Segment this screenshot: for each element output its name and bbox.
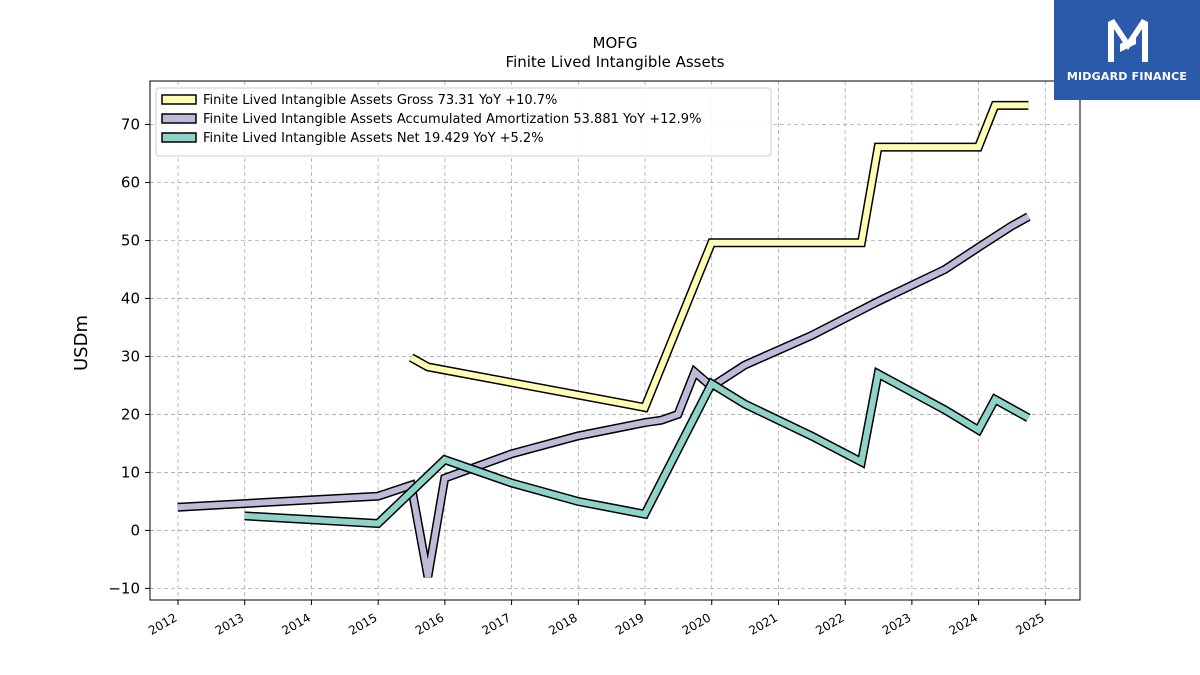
legend-swatch <box>161 132 197 143</box>
y-axis: −10 0 10 20 30 40 50 60 70 <box>108 115 150 597</box>
x-tick-label: 2014 <box>279 610 312 637</box>
series-line <box>244 369 1030 527</box>
x-axis: 2012 2013 2014 2015 2016 2017 2018 2019 2020 2021… <box>146 600 1047 638</box>
logo-text: MIDGARD FINANCE <box>1066 70 1188 83</box>
x-tick-label: 2025 <box>1013 610 1046 637</box>
x-tick-label: 2018 <box>546 610 579 637</box>
x-tick-label: 2020 <box>680 610 713 637</box>
x-tick-label: 2017 <box>480 610 513 637</box>
series-line <box>409 102 1029 411</box>
x-tick-label: 2021 <box>746 610 779 637</box>
x-tick-label: 2022 <box>813 610 846 637</box>
series-1 <box>408 100 1029 413</box>
grid <box>150 81 1080 600</box>
series-3 <box>244 366 1031 529</box>
y-tick-label: 70 <box>121 115 140 133</box>
logo-mark-icon <box>1108 19 1148 62</box>
y-tick-label: 0 <box>130 521 140 539</box>
legend: Finite Lived Intangible Assets Gross 73.… <box>155 87 772 157</box>
x-tick-label: 2019 <box>613 610 646 637</box>
x-tick-label: 2015 <box>346 610 379 637</box>
chart-subtitle: Finite Lived Intangible Assets <box>506 53 725 71</box>
x-tick-label: 2016 <box>413 610 446 637</box>
x-tick-label: 2013 <box>213 610 246 637</box>
series-2 <box>177 212 1031 578</box>
chart-title: MOFG <box>593 34 638 52</box>
legend-label: Finite Lived Intangible Assets Accumulat… <box>203 112 701 127</box>
series-lines <box>177 100 1031 578</box>
legend-swatch <box>161 94 197 105</box>
y-axis-label: USDm <box>71 315 92 371</box>
legend-label: Finite Lived Intangible Assets Net 19.42… <box>203 131 544 146</box>
y-tick-label: 30 <box>121 347 140 365</box>
series-line <box>177 214 1030 578</box>
x-tick-label: 2024 <box>947 610 980 637</box>
brand-logo: MIDGARD FINANCE <box>1054 0 1200 100</box>
y-tick-label: −10 <box>108 579 140 597</box>
x-tick-label: 2023 <box>880 610 913 637</box>
y-tick-label: 40 <box>121 289 140 307</box>
legend-swatch <box>161 113 197 124</box>
legend-label: Finite Lived Intangible Assets Gross 73.… <box>203 93 557 108</box>
plot-frame <box>149 80 1081 601</box>
y-tick-label: 10 <box>121 463 140 481</box>
y-tick-label: 60 <box>121 173 140 191</box>
x-tick-label: 2012 <box>146 610 179 637</box>
y-tick-label: 50 <box>121 231 140 249</box>
y-tick-label: 20 <box>121 405 140 423</box>
legend-box <box>155 87 772 157</box>
